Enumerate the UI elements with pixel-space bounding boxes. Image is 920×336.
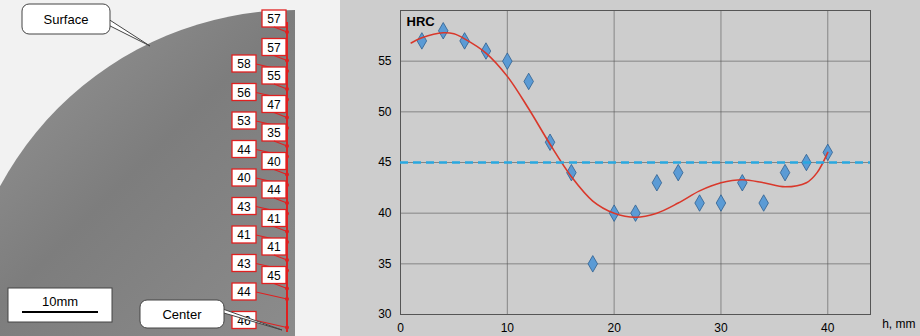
svg-text:55: 55 xyxy=(267,69,281,83)
svg-text:43: 43 xyxy=(237,257,251,271)
svg-text:10mm: 10mm xyxy=(42,294,78,309)
svg-text:44: 44 xyxy=(267,183,281,197)
svg-text:HRC: HRC xyxy=(407,14,436,29)
svg-text:45: 45 xyxy=(267,269,281,283)
svg-text:44: 44 xyxy=(237,143,251,157)
svg-text:Center: Center xyxy=(162,307,202,322)
svg-text:58: 58 xyxy=(237,57,251,71)
svg-text:35: 35 xyxy=(378,257,392,271)
svg-text:57: 57 xyxy=(267,12,281,26)
svg-text:50: 50 xyxy=(378,105,392,119)
svg-text:40: 40 xyxy=(237,171,251,185)
svg-text:41: 41 xyxy=(267,240,281,254)
svg-text:47: 47 xyxy=(267,98,281,112)
svg-text:41: 41 xyxy=(267,212,281,226)
svg-text:55: 55 xyxy=(378,54,392,68)
svg-text:30: 30 xyxy=(378,307,392,321)
svg-text:Surface: Surface xyxy=(44,12,89,27)
svg-text:0: 0 xyxy=(397,321,404,335)
svg-text:40: 40 xyxy=(821,321,835,335)
svg-text:41: 41 xyxy=(237,228,251,242)
svg-text:44: 44 xyxy=(237,285,251,299)
svg-text:57: 57 xyxy=(267,41,281,55)
svg-text:20: 20 xyxy=(607,321,621,335)
svg-text:40: 40 xyxy=(378,206,392,220)
svg-text:43: 43 xyxy=(237,200,251,214)
svg-text:46: 46 xyxy=(237,313,251,328)
svg-text:40: 40 xyxy=(267,155,281,169)
svg-text:56: 56 xyxy=(237,86,251,100)
svg-text:35: 35 xyxy=(267,126,281,140)
svg-text:10: 10 xyxy=(501,321,515,335)
svg-text:30: 30 xyxy=(714,321,728,335)
svg-text:45: 45 xyxy=(378,155,392,169)
svg-text:53: 53 xyxy=(237,114,251,128)
svg-text:h, mm: h, mm xyxy=(882,317,915,331)
